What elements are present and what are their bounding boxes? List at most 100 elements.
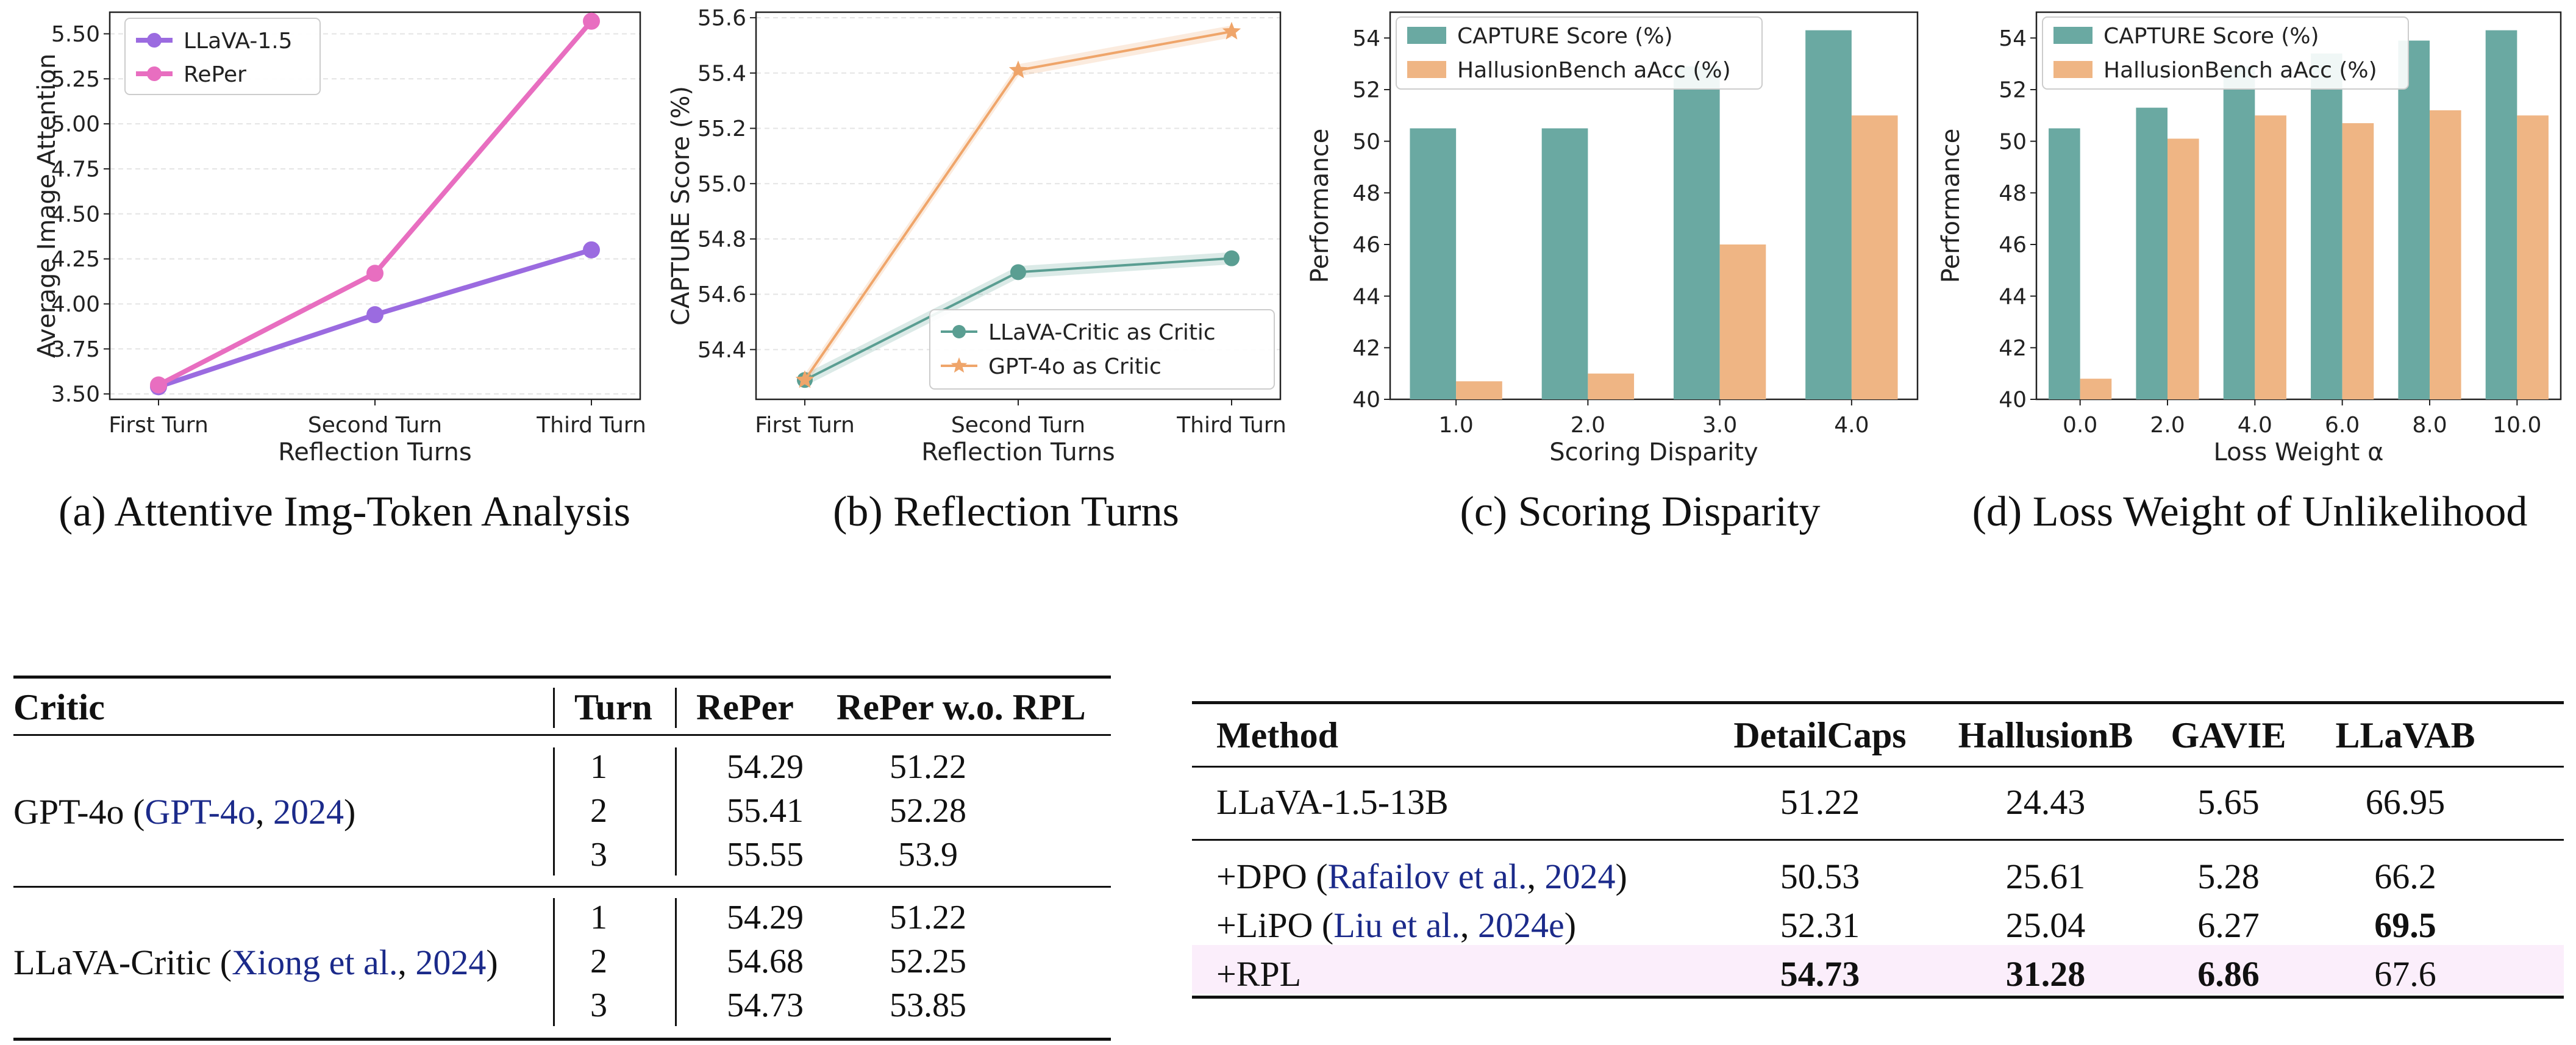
x-tick-label: 4.0 — [1834, 413, 1869, 438]
bar — [1719, 244, 1766, 399]
method-prefix: +DPO — [1216, 857, 1307, 896]
x-tick-label: First Turn — [755, 413, 855, 438]
turn-cell: 3 — [590, 836, 607, 874]
y-tick-label: 52 — [1999, 78, 2027, 103]
method-header-cell: DetailCaps — [1733, 715, 1907, 755]
vrule-g2-1 — [553, 898, 555, 1026]
caption-a: (a) Attentive Img-Token Analysis — [59, 488, 630, 535]
caption-b: (b) Reflection Turns — [833, 488, 1179, 535]
reper-wo-rpl-cell: 51.22 — [890, 899, 966, 936]
y-tick-label: 42 — [1352, 336, 1380, 361]
bar — [2342, 123, 2374, 400]
method-value-cell: 6.86 — [2197, 954, 2260, 994]
critic-name: LLaVA-Critic — [13, 943, 212, 982]
citation-year[interactable]: 2024 — [415, 943, 487, 982]
y-tick-label: 50 — [1352, 129, 1380, 154]
method-value-cell: 50.53 — [1780, 857, 1860, 896]
turn-cell: 2 — [590, 792, 607, 830]
method-value-cell: 52.31 — [1780, 905, 1860, 945]
legend-marker — [952, 325, 966, 338]
data-point — [795, 370, 815, 388]
bar — [1851, 115, 1898, 400]
legend-box — [124, 18, 321, 95]
reper-cell: 55.55 — [727, 836, 804, 874]
method-prefix: +LiPO — [1216, 905, 1313, 945]
method-header-cell: Method — [1216, 715, 1338, 755]
bottom-rule — [1192, 996, 2564, 999]
citation-year[interactable]: 2024 — [1544, 857, 1616, 896]
x-tick-label: 3.0 — [1702, 413, 1737, 438]
plot-frame — [2035, 11, 2562, 401]
x-tick-label: 2.0 — [2150, 413, 2185, 438]
turn-cell: 1 — [590, 899, 607, 936]
citation-link[interactable]: Xiong et al. — [232, 943, 398, 982]
y-tick-label: 46 — [1999, 233, 2027, 258]
data-point — [583, 241, 600, 259]
bar — [1410, 128, 1457, 399]
method-value-cell: 25.04 — [2005, 905, 2086, 945]
turn-cell: 2 — [590, 943, 607, 980]
y-tick-label: 54 — [1352, 26, 1380, 51]
y-tick-label: 42 — [1999, 336, 2027, 361]
y-tick-label: 4.50 — [51, 202, 100, 227]
citation-link[interactable]: GPT-4o — [144, 792, 255, 832]
chart-c-svg: 40 42 44 46 48 50 52 54 Scoring Disparity Perform… — [1306, 11, 1919, 466]
x-tick-label: 0.0 — [2063, 413, 2097, 438]
bar — [2167, 138, 2199, 399]
x-tick-label: Second Turn — [951, 413, 1085, 438]
legend-box — [929, 309, 1275, 390]
turn-cell: 1 — [590, 748, 607, 786]
y-tick-label: 54.4 — [698, 338, 746, 363]
citation-year[interactable]: 2024 — [273, 792, 344, 832]
critic-table: Critic Turn RePer RePer w.o. RPL GPT-4o … — [13, 676, 1111, 1041]
legend-marker — [147, 66, 162, 81]
y-tick-label: 5.25 — [51, 67, 100, 92]
header-reper: RePer — [696, 687, 794, 727]
baseline-value-cell: 66.95 — [2365, 782, 2446, 822]
header-rule — [1192, 766, 2564, 768]
chart-a: 3.50 3.75 4.00 4.25 4.50 4.75 5.00 5.25 5.50 Refl… — [0, 0, 665, 469]
baseline-value-cell: 5.65 — [2197, 782, 2260, 822]
x-tick-label: 8.0 — [2412, 413, 2447, 438]
vrule-g1-2 — [675, 747, 677, 876]
chart-d: 40 42 44 46 48 50 52 54 Loss Weight α Performance… — [1936, 0, 2576, 469]
bar — [2223, 66, 2255, 399]
citation-link[interactable]: Rafailov et al. — [1327, 857, 1527, 896]
x-tick-label: 2.0 — [1571, 413, 1605, 438]
bar — [1456, 381, 1502, 399]
y-tick-label: 55.0 — [698, 172, 746, 197]
chart-b: 54.4 54.6 54.8 55.0 55.2 55.4 55.6 Reflection T… — [665, 0, 1305, 469]
method-table: Method DetailCaps HallusionB GAVIE LLaVAB LL… — [1192, 701, 2564, 1018]
caption-c: (c) Scoring Disparity — [1460, 488, 1821, 535]
x-tick-label: First Turn — [109, 413, 209, 438]
x-tick-label: 6.0 — [2325, 413, 2360, 438]
bar — [2080, 379, 2112, 399]
y-tick-label: 4.25 — [51, 247, 100, 272]
y-tick-label: 55.4 — [698, 61, 746, 86]
y-tick-label: 5.50 — [51, 22, 100, 47]
critic-llava-label: LLaVA-Critic (Xiong et al., 2024) — [13, 943, 498, 982]
bottom-rule — [13, 1038, 1111, 1041]
reper-cell: 54.29 — [727, 748, 804, 786]
citation-year[interactable]: 2024e — [1478, 905, 1565, 945]
legend-label: HallusionBench aAcc (%) — [2103, 58, 2377, 83]
y-tick-label: 3.75 — [51, 337, 100, 362]
y-tick-label: 3.50 — [51, 382, 100, 407]
baseline-rule — [1192, 839, 2564, 841]
y-tick-label: 54.8 — [698, 227, 746, 252]
method-header-cell: GAVIE — [2171, 715, 2286, 755]
y-tick-label: 55.2 — [698, 116, 746, 141]
data-point — [1010, 264, 1026, 280]
legend-swatch — [2053, 61, 2093, 78]
y-tick-label: 52 — [1352, 78, 1380, 103]
chart-c: 40 42 44 46 48 50 52 54 Scoring Disparity Perform… — [1305, 0, 1936, 469]
citation-link[interactable]: Liu et al. — [1333, 905, 1460, 945]
legend-label: CAPTURE Score (%) — [2103, 24, 2319, 49]
method-value-cell: 25.61 — [2005, 857, 2086, 896]
method-header-cell: LLaVAB — [2335, 715, 2475, 755]
data-point — [366, 265, 384, 282]
method-name-cell: +LiPO (Liu et al., 2024e) — [1216, 905, 1577, 945]
critic-name: GPT-4o — [13, 792, 124, 832]
method-value-cell: 69.5 — [2374, 905, 2436, 945]
turn-cell: 3 — [590, 986, 607, 1024]
